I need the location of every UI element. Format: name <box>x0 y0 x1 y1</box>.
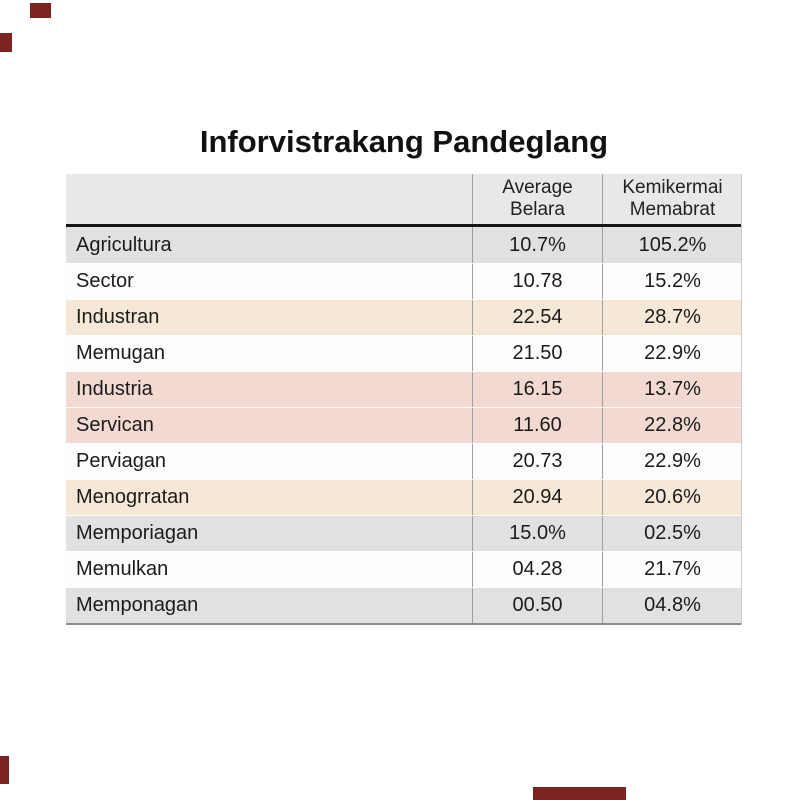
row-value: 11.60 <box>472 408 602 443</box>
row-value: 15.2% <box>602 264 742 299</box>
data-table: Average Belara Kemikermai Memabrat Agric… <box>66 174 742 625</box>
row-value: 105.2% <box>602 227 742 263</box>
table-row: Memulkan 04.28 21.7% <box>66 551 741 587</box>
row-value: 10.7% <box>472 227 602 263</box>
row-label: Industria <box>76 378 153 400</box>
row-label: Memulkan <box>76 558 169 580</box>
header-cell-empty <box>66 174 472 224</box>
table-row: Menogrratan 20.94 20.6% <box>66 479 741 515</box>
row-value: 15.0% <box>472 516 602 551</box>
header-line: Belara <box>510 199 565 220</box>
table-row: Memporiagan 15.0% 02.5% <box>66 515 741 551</box>
row-value: 04.8% <box>602 588 742 623</box>
table-row: Memugan 21.50 22.9% <box>66 335 741 371</box>
artifact-mark <box>0 33 12 52</box>
artifact-mark <box>30 3 51 18</box>
header-cell-average-belara: Average Belara <box>472 174 602 224</box>
row-value: 22.9% <box>602 336 742 371</box>
row-value: 28.7% <box>602 300 742 335</box>
header-line: Average <box>502 177 573 198</box>
row-value: 22.8% <box>602 408 742 443</box>
table-row: Perviagan 20.73 22.9% <box>66 443 741 479</box>
row-value: 13.7% <box>602 372 742 407</box>
table-row: Servican 11.60 22.8% <box>66 407 741 443</box>
table-row: Industran 22.54 28.7% <box>66 299 741 335</box>
row-value: 22.54 <box>472 300 602 335</box>
table-row: Sector 10.78 15.2% <box>66 263 741 299</box>
row-value: 00.50 <box>472 588 602 623</box>
row-label: Memugan <box>76 342 165 364</box>
header-cell-kemikermai-memabrat: Kemikermai Memabrat <box>602 174 742 224</box>
row-label: Memponagan <box>76 594 199 616</box>
row-label: Servican <box>76 414 154 436</box>
row-label: Sector <box>76 270 134 292</box>
row-label: Agricultura <box>76 233 172 256</box>
table-row: Agricultura 10.7% 105.2% <box>66 227 741 263</box>
row-label: Industran <box>76 306 160 328</box>
row-label: Memporiagan <box>76 522 199 544</box>
row-value: 16.15 <box>472 372 602 407</box>
row-value: 22.9% <box>602 444 742 479</box>
header-line: Memabrat <box>629 199 716 220</box>
row-value: 20.6% <box>602 480 742 515</box>
row-value: 04.28 <box>472 552 602 587</box>
row-value: 21.50 <box>472 336 602 371</box>
row-label: Menogrratan <box>76 486 190 508</box>
row-value: 21.7% <box>602 552 742 587</box>
row-label: Perviagan <box>76 450 167 472</box>
table-row: Memponagan 00.50 04.8% <box>66 587 741 623</box>
table-row: Industria 16.15 13.7% <box>66 371 741 407</box>
artifact-mark <box>0 756 9 784</box>
header-line: Kemikermai <box>622 177 723 198</box>
artifact-mark <box>533 787 626 800</box>
table-body: Agricultura 10.7% 105.2% Sector 10.78 15.2% In… <box>66 227 741 625</box>
row-value: 10.78 <box>472 264 602 299</box>
row-value: 20.94 <box>472 480 602 515</box>
row-value: 02.5% <box>602 516 742 551</box>
table-header-row: Average Belara Kemikermai Memabrat <box>66 174 741 227</box>
row-value: 20.73 <box>472 444 602 479</box>
page-title: Inforvistrakang Pandeglang <box>199 124 609 159</box>
